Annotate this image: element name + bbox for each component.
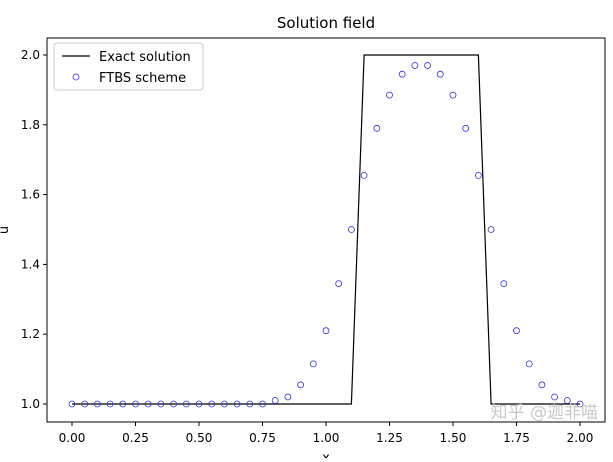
plot-frame xyxy=(46,37,606,423)
x-tick-label: 2.00 xyxy=(567,431,594,445)
ftbs-point xyxy=(271,397,279,404)
x-axis-label: x xyxy=(322,451,330,458)
ftbs-point xyxy=(246,400,254,408)
y-axis-label: u xyxy=(0,226,12,234)
legend-circle-marker xyxy=(72,73,80,81)
legend: Exact solution FTBS scheme xyxy=(53,42,204,91)
ftbs-point xyxy=(373,124,381,132)
ftbs-point xyxy=(513,327,520,335)
ftbs-point xyxy=(335,280,343,287)
exact-solution-line xyxy=(72,54,580,405)
y-tick-label: 1.4 xyxy=(21,257,40,271)
watermark: 知乎 @迦非喵 xyxy=(491,403,598,423)
y-tick-label: 1.8 xyxy=(21,118,40,132)
ftbs-point xyxy=(132,400,139,408)
x-tick-label: 0.75 xyxy=(249,431,276,445)
x-tick-label: 1.25 xyxy=(376,431,403,445)
chart-title: Solution field xyxy=(277,14,375,32)
ftbs-point xyxy=(233,400,241,408)
ftbs-point xyxy=(347,226,355,233)
ftbs-point xyxy=(576,400,584,408)
ftbs-point xyxy=(386,91,393,99)
ftbs-point xyxy=(487,226,495,233)
ftbs-point xyxy=(424,62,432,69)
ftbs-point xyxy=(551,393,558,401)
ftbs-point xyxy=(436,70,444,78)
ftbs-point xyxy=(259,400,266,408)
ftbs-point xyxy=(297,381,305,389)
ftbs-point xyxy=(182,400,190,408)
ftbs-point xyxy=(563,397,571,404)
ftbs-point xyxy=(81,400,89,408)
ftbs-point xyxy=(119,400,127,408)
ftbs-point xyxy=(195,400,203,408)
x-tick-label: 1.50 xyxy=(440,431,467,445)
ftbs-point xyxy=(220,400,228,408)
ftbs-point xyxy=(284,393,292,401)
y-tick-label: 2.0 xyxy=(21,48,40,62)
legend-label-ftbs: FTBS scheme xyxy=(99,71,186,86)
ftbs-point xyxy=(360,172,368,179)
ftbs-point xyxy=(322,327,330,335)
ftbs-point xyxy=(449,91,457,99)
ftbs-point xyxy=(170,400,178,408)
ftbs-point xyxy=(94,400,101,408)
ftbs-point xyxy=(500,280,508,287)
ftbs-point xyxy=(144,400,152,408)
y-tick-label: 1.2 xyxy=(21,327,40,341)
legend-label-exact: Exact solution xyxy=(99,50,191,65)
y-tick-label: 1.6 xyxy=(21,188,40,202)
x-tick-label: 0.00 xyxy=(59,431,86,445)
ftbs-point xyxy=(525,360,533,368)
ftbs-point xyxy=(208,400,216,408)
x-tick-label: 1.00 xyxy=(313,431,340,445)
x-tick-label: 0.50 xyxy=(186,431,213,445)
ftbs-point xyxy=(538,381,546,389)
x-tick-label: 1.75 xyxy=(503,431,530,445)
ftbs-point xyxy=(474,172,482,179)
ftbs-point xyxy=(309,360,317,368)
ftbs-point xyxy=(157,400,165,408)
y-tick-label: 1.0 xyxy=(21,397,40,411)
ftbs-point xyxy=(411,62,419,69)
ftbs-point xyxy=(398,70,406,78)
ftbs-point xyxy=(462,124,470,132)
ftbs-point xyxy=(68,400,76,408)
ftbs-point xyxy=(106,400,114,408)
x-tick-label: 0.25 xyxy=(122,431,149,445)
